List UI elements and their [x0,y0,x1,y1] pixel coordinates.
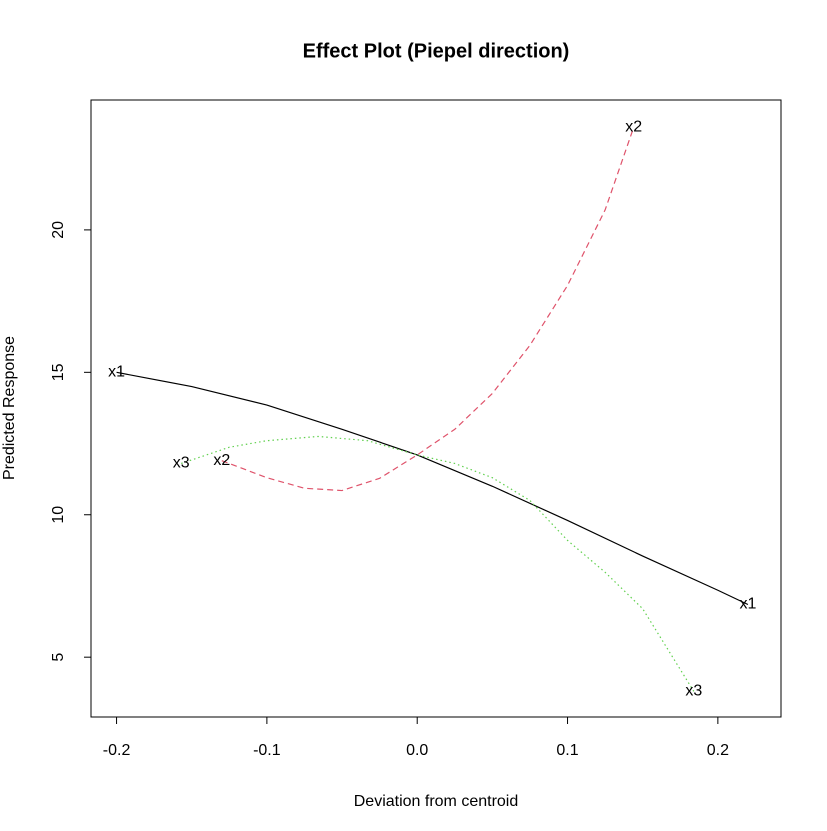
series-end-label: x3 [685,683,702,700]
line-series [221,127,635,492]
series-end-label: x1 [739,596,756,613]
x-tick-label: -0.2 [103,742,131,759]
chart-title: Effect Plot (Piepel direction) [303,40,570,62]
line-series [116,371,749,606]
x-axis-label: Deviation from centroid [354,793,519,810]
y-axis-label: Predicted Response [1,336,18,480]
y-tick-label: 10 [50,506,67,524]
x-tick-label: 0.0 [406,742,428,759]
series-end-label: x1 [108,364,125,381]
y-tick-label: 20 [50,221,67,239]
y-tick-label: 15 [50,363,67,381]
plot-frame [90,99,782,718]
x-tick-label: 0.2 [707,742,729,759]
x-tick-label: -0.1 [253,742,281,759]
series-end-label: x2 [625,119,642,136]
y-tick-label: 5 [50,653,67,662]
line-series [181,435,695,692]
series-end-label: x2 [213,452,230,469]
series-end-label: x3 [173,455,190,472]
x-tick-label: 0.1 [556,742,578,759]
